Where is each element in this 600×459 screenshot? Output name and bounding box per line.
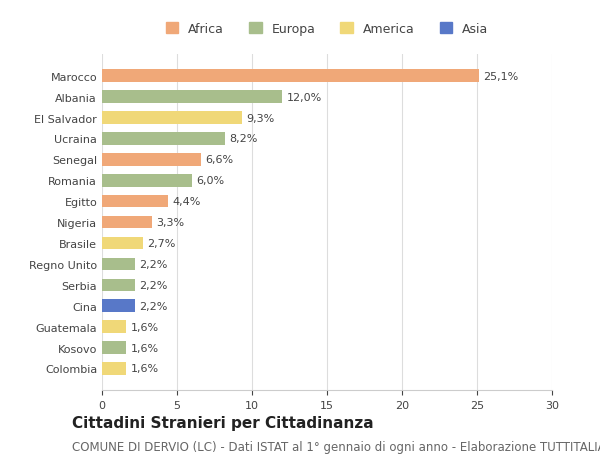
Bar <box>102 91 282 104</box>
Text: 2,7%: 2,7% <box>147 239 175 248</box>
Bar <box>102 363 126 375</box>
Text: 12,0%: 12,0% <box>287 92 322 102</box>
Text: 6,6%: 6,6% <box>205 155 233 165</box>
Bar <box>102 300 135 312</box>
Text: 2,2%: 2,2% <box>139 301 168 311</box>
Bar <box>102 258 135 271</box>
Bar <box>102 133 225 146</box>
Legend: Africa, Europa, America, Asia: Africa, Europa, America, Asia <box>161 18 493 41</box>
Text: Cittadini Stranieri per Cittadinanza: Cittadini Stranieri per Cittadinanza <box>72 415 374 430</box>
Text: 25,1%: 25,1% <box>483 72 518 82</box>
Bar <box>102 112 241 124</box>
Bar <box>102 154 201 166</box>
Text: 9,3%: 9,3% <box>246 113 274 123</box>
Text: 1,6%: 1,6% <box>131 364 158 374</box>
Text: 6,0%: 6,0% <box>197 176 224 186</box>
Bar <box>102 341 126 354</box>
Bar <box>102 279 135 291</box>
Text: 4,4%: 4,4% <box>173 197 201 207</box>
Bar <box>102 70 479 83</box>
Text: 2,2%: 2,2% <box>139 259 168 269</box>
Bar <box>102 216 151 229</box>
Text: COMUNE DI DERVIO (LC) - Dati ISTAT al 1° gennaio di ogni anno - Elaborazione TUT: COMUNE DI DERVIO (LC) - Dati ISTAT al 1°… <box>72 440 600 453</box>
Bar <box>102 237 143 250</box>
Text: 1,6%: 1,6% <box>131 322 158 332</box>
Bar <box>102 196 168 208</box>
Text: 8,2%: 8,2% <box>229 134 258 144</box>
Bar <box>102 174 192 187</box>
Text: 1,6%: 1,6% <box>131 343 158 353</box>
Bar <box>102 321 126 333</box>
Text: 3,3%: 3,3% <box>156 218 184 228</box>
Text: 2,2%: 2,2% <box>139 280 168 290</box>
